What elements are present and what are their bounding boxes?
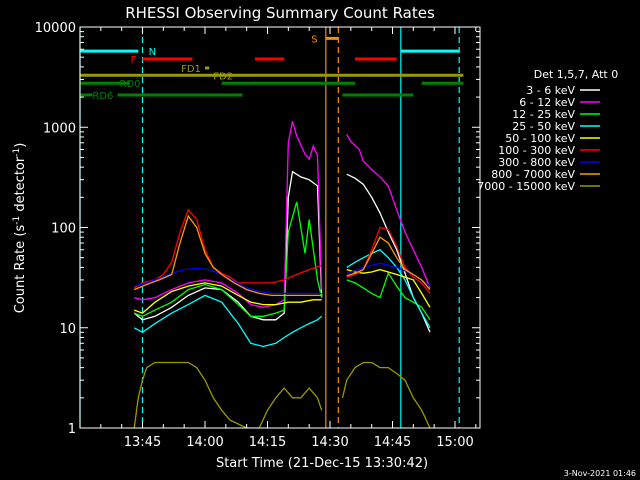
legend-label: 50 - 100 keV bbox=[505, 132, 575, 145]
series-line bbox=[133, 268, 431, 314]
x-tick-label: 14:15 bbox=[249, 435, 286, 450]
series-line bbox=[133, 248, 431, 348]
series-line bbox=[133, 361, 431, 428]
status-bar-label: RD0 bbox=[120, 79, 141, 90]
legend-label: 800 - 7000 keV bbox=[491, 168, 575, 181]
legend-label: 6 - 12 keV bbox=[519, 96, 575, 109]
legend-label: 3 - 6 keV bbox=[526, 84, 575, 97]
x-tick-label: 14:00 bbox=[186, 435, 223, 450]
y-axis-label-part: detector bbox=[13, 156, 28, 216]
y-axis-label-superscript: -1 bbox=[12, 148, 22, 157]
series-line bbox=[133, 214, 431, 297]
status-bar-label: FD1 bbox=[181, 64, 201, 75]
legend-label: 25 - 50 keV bbox=[512, 120, 575, 133]
y-tick-label: 10000 bbox=[35, 21, 76, 36]
chart-title: RHESSI Observing Summary Count Rates bbox=[125, 4, 435, 22]
y-axis-label-part: Count Rate (s bbox=[13, 225, 28, 314]
x-tick-label: 13:45 bbox=[124, 435, 161, 450]
x-tick-label: 14:45 bbox=[374, 435, 411, 450]
legend-label: 12 - 25 keV bbox=[512, 108, 575, 121]
status-bar-label: RD6 bbox=[92, 91, 113, 102]
legend-title: Det 1,5,7, Att 0 bbox=[534, 68, 618, 81]
y-axis-label: Count Rate (s-1 detector-1) bbox=[12, 143, 28, 314]
status-bar-label: FD2 bbox=[213, 71, 233, 82]
legend-label: 100 - 300 keV bbox=[498, 144, 575, 157]
status-bar-label: F bbox=[131, 55, 137, 66]
y-axis-label-superscript: -1 bbox=[12, 216, 22, 225]
y-tick-label: 1000 bbox=[43, 121, 76, 136]
series-line bbox=[134, 121, 431, 308]
x-tick-label: 15:00 bbox=[436, 435, 473, 450]
status-bar-label: S bbox=[311, 34, 317, 45]
x-tick-label: 14:30 bbox=[311, 435, 348, 450]
y-axis-label-part: ) bbox=[13, 143, 28, 148]
legend-label: 7000 - 15000 keV bbox=[477, 180, 575, 193]
y-tick-label: 100 bbox=[51, 222, 76, 237]
status-bar-label: N bbox=[149, 47, 156, 58]
y-tick-label: 10 bbox=[59, 322, 76, 337]
legend-label: 300 - 800 keV bbox=[498, 156, 575, 169]
x-axis-label: Start Time (21-Dec-15 13:30:42) bbox=[216, 456, 428, 471]
y-tick-label: 1 bbox=[68, 422, 76, 437]
date-stamp: 3-Nov-2021 01:46 bbox=[564, 469, 636, 478]
